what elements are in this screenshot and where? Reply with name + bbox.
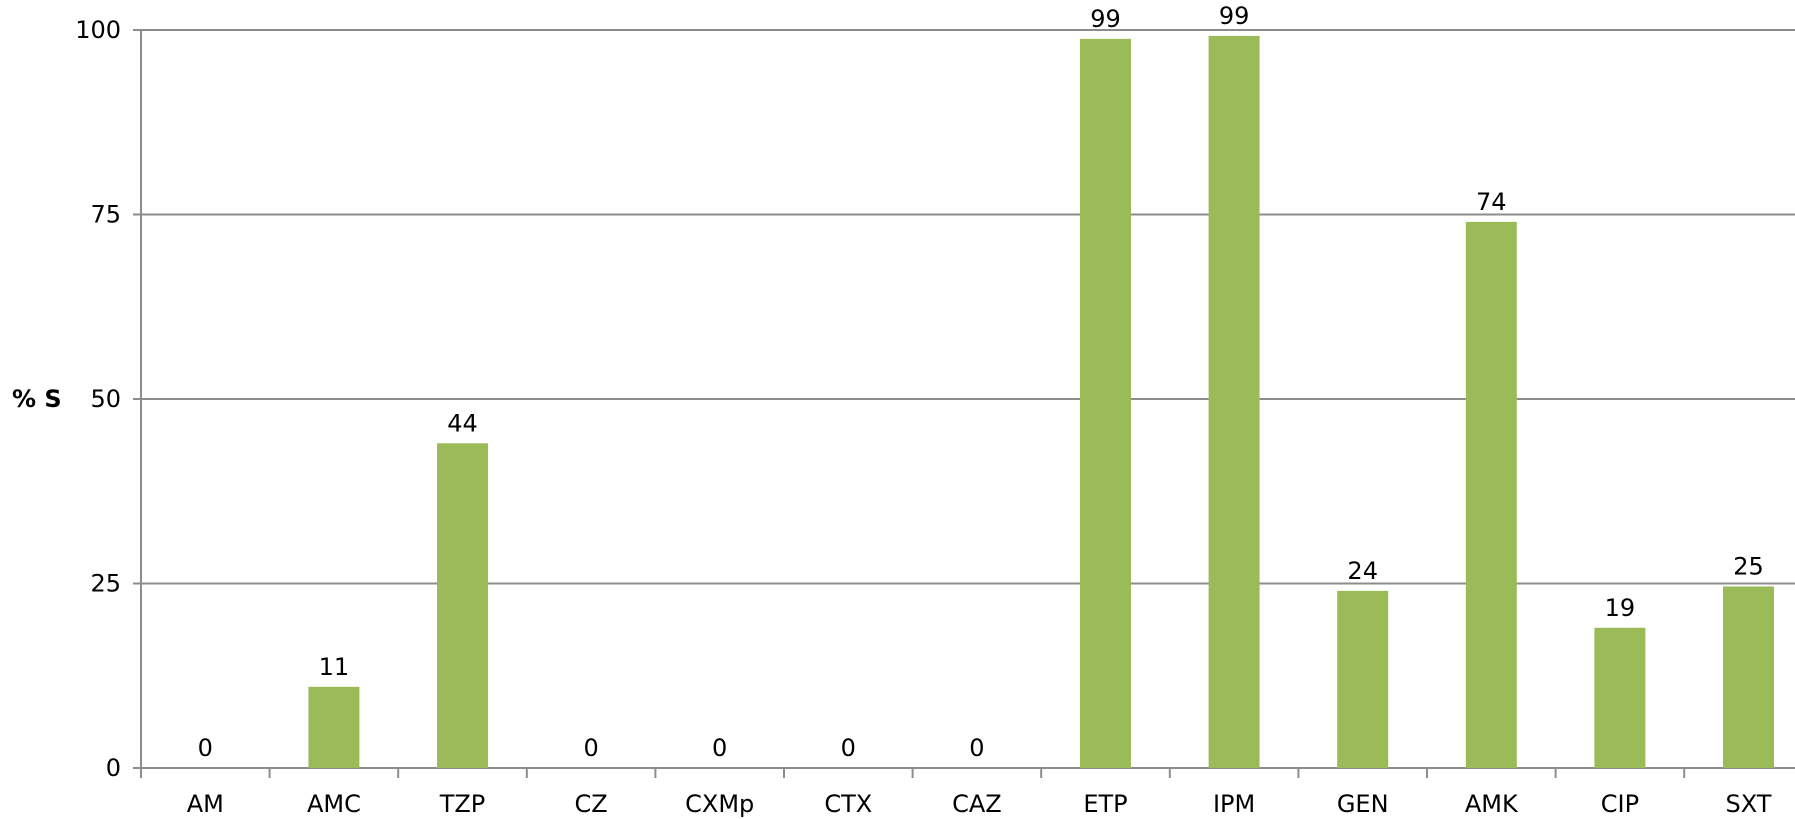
axes — [133, 29, 1795, 778]
x-category-label: SXT — [1726, 790, 1772, 818]
bar — [308, 686, 360, 768]
x-category-label: CIP — [1601, 790, 1639, 818]
data-label: 19 — [1605, 594, 1636, 622]
data-label: 0 — [583, 734, 598, 762]
x-category-label: AMK — [1465, 790, 1519, 818]
x-category-label: TZP — [439, 790, 486, 818]
y-tick-label: 50 — [90, 385, 121, 413]
x-category-label: ETP — [1083, 790, 1127, 818]
y-axis-title: % S — [12, 385, 62, 413]
gridlines — [141, 29, 1795, 585]
data-label: 11 — [319, 653, 350, 681]
bar — [1337, 590, 1389, 768]
data-label: 44 — [447, 409, 478, 437]
data-label: 0 — [841, 734, 856, 762]
data-label: 25 — [1733, 552, 1764, 580]
bar — [1080, 38, 1131, 768]
data-label: 74 — [1476, 188, 1507, 216]
bar — [1208, 35, 1260, 769]
x-category-label: CZ — [574, 790, 607, 818]
data-label: 99 — [1090, 5, 1121, 33]
y-tick-label: 25 — [90, 570, 121, 598]
data-label: 0 — [969, 734, 984, 762]
data-labels: 0 11 44 0 0 0 0 99 99 24 74 19 25 — [198, 2, 1764, 762]
bar — [1723, 586, 1774, 768]
x-category-label: AMC — [307, 790, 361, 818]
bar — [1594, 627, 1646, 768]
x-category-labels: AM AMC TZP CZ CXMp CTX CAZ ETP IPM GEN AMK CIP SXT — [187, 790, 1772, 818]
x-category-label: CTX — [824, 790, 872, 818]
y-tick-label: 100 — [75, 16, 121, 44]
data-label: 99 — [1219, 2, 1250, 30]
bar — [437, 443, 488, 768]
y-tick-label: 0 — [106, 754, 121, 782]
y-tick-label: 75 — [90, 201, 121, 229]
x-category-label: AM — [187, 790, 224, 818]
y-tick-labels: 0 25 50 75 100 — [75, 16, 121, 782]
data-label: 24 — [1347, 557, 1378, 585]
data-label: 0 — [712, 734, 727, 762]
x-category-label: IPM — [1213, 790, 1255, 818]
bars — [308, 35, 1774, 769]
x-category-label: GEN — [1337, 790, 1389, 818]
x-category-label: CXMp — [685, 790, 754, 818]
x-category-label: CAZ — [952, 790, 1002, 818]
data-label: 0 — [198, 734, 213, 762]
bar — [1465, 221, 1517, 768]
